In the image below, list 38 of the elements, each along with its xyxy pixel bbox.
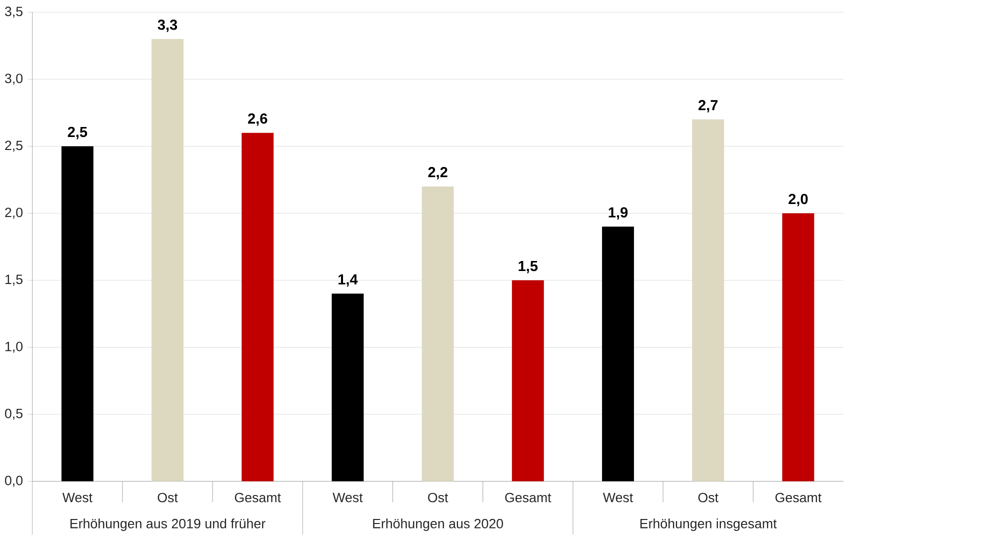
data-label: 1,5: [518, 260, 538, 274]
data-label: 2,7: [698, 100, 718, 112]
data-label: 1,4: [338, 274, 358, 286]
y-tick-label: 2,0: [5, 208, 23, 219]
series-label: Ost: [158, 492, 178, 502]
text: Gesamt: [775, 492, 822, 502]
y-tick-label: 2,5: [5, 140, 22, 152]
y-tick-label: 0,0: [4, 476, 23, 487]
text: Ost: [428, 492, 448, 502]
data-label: 3,3: [158, 19, 178, 32]
x-tick-label: Erhöhungen aus 2020: [373, 518, 504, 531]
bar: [332, 293, 364, 482]
bar: [152, 38, 184, 482]
data-label: 1,9: [608, 207, 628, 220]
y-tick-label: 1,5: [5, 274, 22, 286]
y-tick-label: 0,5: [4, 408, 22, 420]
text: West: [332, 492, 363, 502]
series-label: Gesamt: [234, 492, 281, 502]
x-tick-label: Erhöhungen aus 2019 und früher: [70, 518, 266, 531]
series-label: West: [62, 492, 92, 502]
text: West: [602, 492, 634, 502]
y-tick-label: 3,0: [4, 73, 23, 85]
y-tick-label: 1,0: [5, 342, 23, 353]
bar: [512, 280, 544, 482]
bar: [602, 226, 634, 482]
bar: [242, 132, 274, 482]
data-label: 2,2: [428, 166, 448, 180]
data-label: 2,5: [68, 126, 88, 139]
bar: [61, 146, 94, 482]
text: Ost: [698, 492, 718, 502]
bar: [782, 213, 814, 482]
data-label: 2,6: [248, 113, 268, 126]
data-label: 2,0: [788, 194, 808, 206]
bar: [422, 186, 454, 482]
bar: [692, 119, 724, 482]
x-tick-label: Erhöhungen insgesamt: [640, 518, 777, 531]
y-tick-label: 3,5: [4, 6, 22, 18]
text: Gesamt: [505, 492, 552, 502]
